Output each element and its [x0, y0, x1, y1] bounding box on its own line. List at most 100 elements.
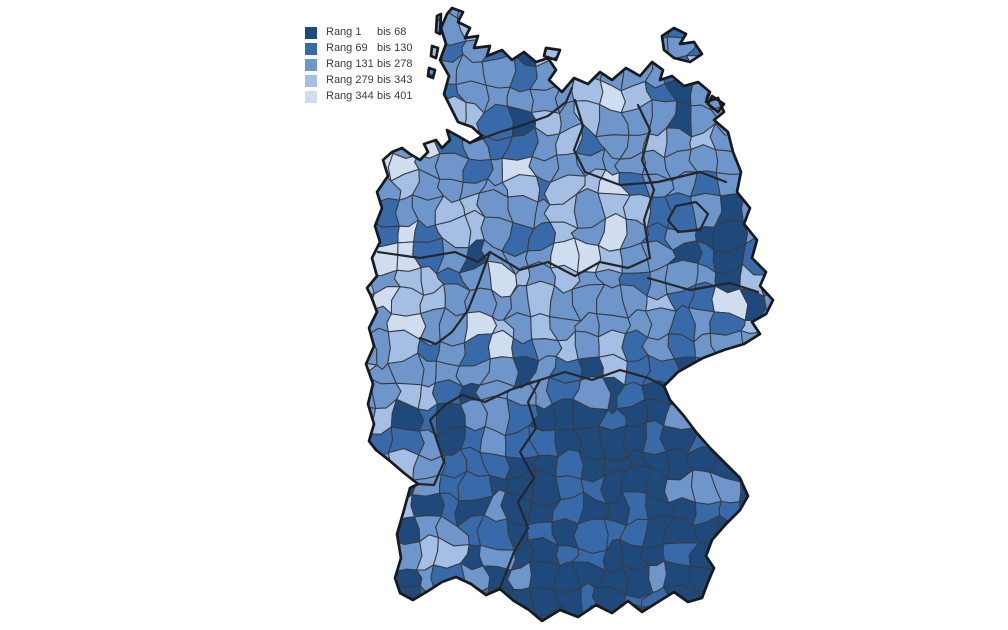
district-cell	[708, 8, 744, 20]
legend-range: bis 68	[377, 26, 407, 38]
district-cell	[779, 180, 806, 204]
district-cell	[782, 493, 812, 527]
district-cell	[779, 241, 814, 267]
district-cell	[732, 352, 769, 383]
district-cell	[758, 609, 773, 621]
district-cell	[778, 400, 811, 437]
district-cell	[712, 589, 740, 618]
district-cell	[642, 8, 669, 20]
district-cell	[780, 356, 809, 389]
district-cell	[501, 8, 539, 22]
country-outline	[364, 6, 775, 623]
legend-swatch-icon	[305, 90, 317, 103]
district-cell	[739, 150, 770, 179]
district-cell	[735, 524, 767, 551]
state-border	[666, 200, 710, 234]
district-cell	[807, 515, 835, 548]
district-cell	[803, 614, 837, 630]
district-cell	[366, 611, 376, 621]
district-cell	[778, 40, 810, 68]
district-cell	[527, 8, 562, 19]
legend-range: bis 278	[377, 58, 413, 70]
district-cell	[687, 8, 712, 44]
legend-rank: Rang 279	[326, 74, 374, 86]
district-cell	[366, 537, 378, 574]
district-cell	[366, 592, 376, 619]
district-cell	[760, 129, 773, 156]
district-cell	[414, 100, 444, 128]
district-cell	[803, 593, 837, 620]
district-cell	[366, 524, 373, 550]
legend: Rang 1 bis 68 Rang 69 bis 130 Rang 131 bis …	[305, 26, 412, 103]
district-cell	[415, 611, 446, 621]
district-cell	[774, 380, 803, 412]
state-border	[636, 103, 656, 260]
district-cell	[730, 376, 769, 412]
district-cell	[800, 146, 831, 180]
legend-label: Rang 344 bis 401	[326, 90, 412, 103]
district-cell	[779, 261, 814, 286]
district-cell	[787, 433, 811, 457]
district-cell	[735, 562, 762, 592]
district-cell	[573, 11, 607, 45]
district-cell	[755, 56, 773, 92]
district-cell	[462, 608, 486, 621]
district-cell	[438, 610, 467, 621]
district-cell	[801, 133, 828, 152]
district-cell	[370, 468, 393, 506]
district-cell	[368, 8, 390, 21]
district-cell	[717, 562, 739, 594]
district-cell	[778, 309, 807, 342]
district-cell	[803, 262, 836, 295]
district-cell	[366, 237, 367, 279]
district-cell	[780, 13, 815, 46]
district-cell	[759, 17, 773, 45]
legend-item: Rang 1 bis 68	[305, 26, 412, 39]
state-border	[418, 250, 492, 346]
district-cell	[371, 539, 398, 573]
district-cell	[389, 516, 421, 546]
district-cell	[776, 607, 806, 630]
district-cell	[551, 398, 574, 431]
district-cell	[783, 466, 812, 498]
district-cell	[366, 102, 404, 135]
district-cell	[736, 614, 770, 621]
district-cell	[686, 375, 713, 404]
district-cell	[778, 55, 811, 91]
state-border	[498, 378, 542, 590]
district-cell	[709, 357, 746, 388]
district-cell	[366, 571, 378, 597]
district-cell	[778, 100, 812, 133]
district-cell	[802, 241, 835, 267]
district-cell	[687, 8, 716, 19]
district-cell	[435, 95, 467, 137]
district-cell	[556, 11, 581, 46]
district-cell	[557, 41, 577, 66]
district-cell	[708, 378, 740, 407]
legend-range: bis 130	[377, 42, 413, 54]
district-cell	[389, 539, 423, 573]
district-cell	[756, 99, 773, 138]
district-cell	[664, 8, 697, 20]
district-cell	[386, 607, 423, 621]
state-borders-layer	[376, 86, 760, 590]
district-cell	[668, 378, 699, 406]
district-cell	[732, 82, 768, 114]
legend-label: Rang 1 bis 68	[326, 26, 406, 39]
district-cell	[594, 11, 623, 45]
state-border	[416, 436, 446, 487]
district-cell	[501, 8, 539, 45]
district-cell	[366, 470, 379, 505]
district-cell	[366, 495, 400, 527]
district-cell	[366, 518, 400, 550]
district-cell	[366, 451, 377, 473]
district-cell	[802, 542, 836, 570]
district-cell	[777, 198, 806, 222]
district-cell	[636, 605, 672, 621]
district-cell	[780, 563, 807, 594]
district-cell	[710, 423, 746, 453]
district-cell	[366, 354, 378, 388]
district-cell	[802, 217, 835, 250]
district-cell	[756, 85, 773, 114]
